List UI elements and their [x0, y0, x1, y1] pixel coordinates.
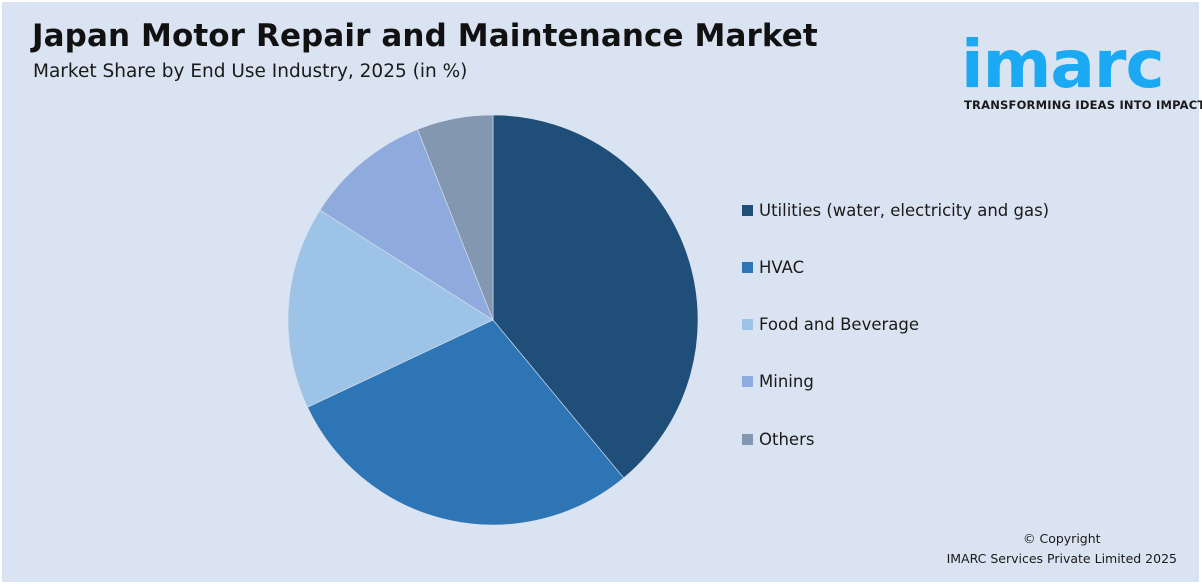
imarc-logo: imarc TRANSFORMING IDEAS INTO IMPACT: [957, 14, 1202, 114]
legend-item: Others: [742, 427, 814, 451]
pie-slice-utilities-water-electricity-and-gas: [492, 114, 699, 479]
pie-slice-mining: [319, 129, 494, 321]
pie-slice-others: [417, 114, 494, 321]
legend-label: Utilities (water, electricity and gas): [759, 200, 1050, 220]
logo-wordmark: imarc: [961, 26, 1165, 103]
pie-slice-hvac: [307, 319, 625, 526]
pie-chart: [287, 114, 699, 526]
legend-item: Food and Beverage: [742, 313, 919, 337]
pie-slice-food-and-beverage: [287, 209, 494, 408]
legend-swatch-icon: [742, 319, 753, 331]
legend-label: Mining: [759, 372, 814, 392]
legend-swatch-icon: [742, 433, 753, 445]
chart-title: Japan Motor Repair and Maintenance Marke…: [32, 18, 818, 54]
logo-tagline: TRANSFORMING IDEAS INTO IMPACT: [964, 98, 1202, 112]
legend-label: HVAC: [759, 257, 805, 277]
copyright-line-1: © Copyright: [1023, 531, 1101, 546]
legend-swatch-icon: [742, 376, 753, 388]
legend-label: Food and Beverage: [759, 315, 920, 335]
legend-swatch-icon: [742, 204, 753, 216]
legend-item: Mining: [742, 370, 814, 394]
legend-item: Utilities (water, electricity and gas): [742, 198, 1049, 222]
chart-subtitle: Market Share by End Use Industry, 2025 (…: [33, 61, 468, 82]
legend-item: HVAC: [742, 255, 804, 279]
legend-label: Others: [759, 429, 815, 449]
copyright-line-2: IMARC Services Private Limited 2025: [946, 551, 1177, 566]
legend-swatch-icon: [742, 261, 753, 273]
copyright-notice: © Copyright IMARC Services Private Limit…: [947, 529, 1177, 569]
